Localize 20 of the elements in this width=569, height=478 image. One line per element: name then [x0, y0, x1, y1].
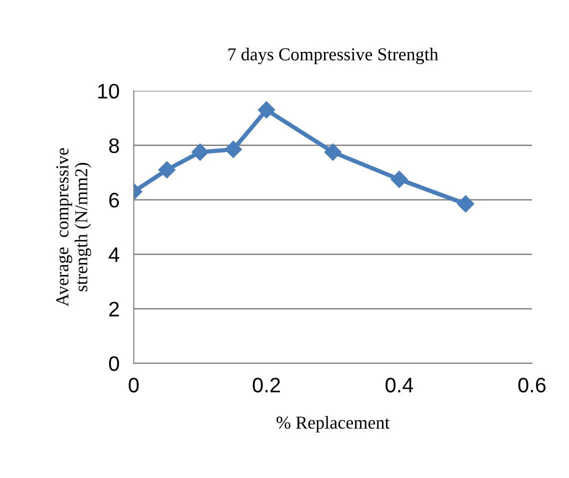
x-tick-label: 0.4	[386, 378, 414, 392]
x-tick-label: 0	[128, 378, 139, 392]
y-tick-label: 2	[109, 302, 119, 316]
y-axis-title: Average compressive strength (N/mm2)	[56, 148, 92, 306]
point	[192, 144, 209, 161]
point	[324, 144, 342, 161]
chart-title: 7 days Compressive Strength	[228, 48, 438, 64]
y-tick-label: 8	[109, 138, 119, 154]
x-tick-label: 0.6	[518, 378, 546, 392]
y-tick-label: 0	[109, 356, 120, 372]
x-axis-title: % Replacement	[276, 416, 390, 432]
y-tick-label: 10	[98, 84, 120, 99]
point	[224, 140, 242, 158]
point	[258, 101, 276, 118]
x-tick-label: 0.2	[252, 378, 280, 392]
point	[390, 170, 408, 188]
point	[457, 195, 474, 212]
y-tick-label: 6	[109, 192, 119, 208]
y-tick-label: 4	[108, 248, 120, 262]
point	[158, 161, 176, 178]
